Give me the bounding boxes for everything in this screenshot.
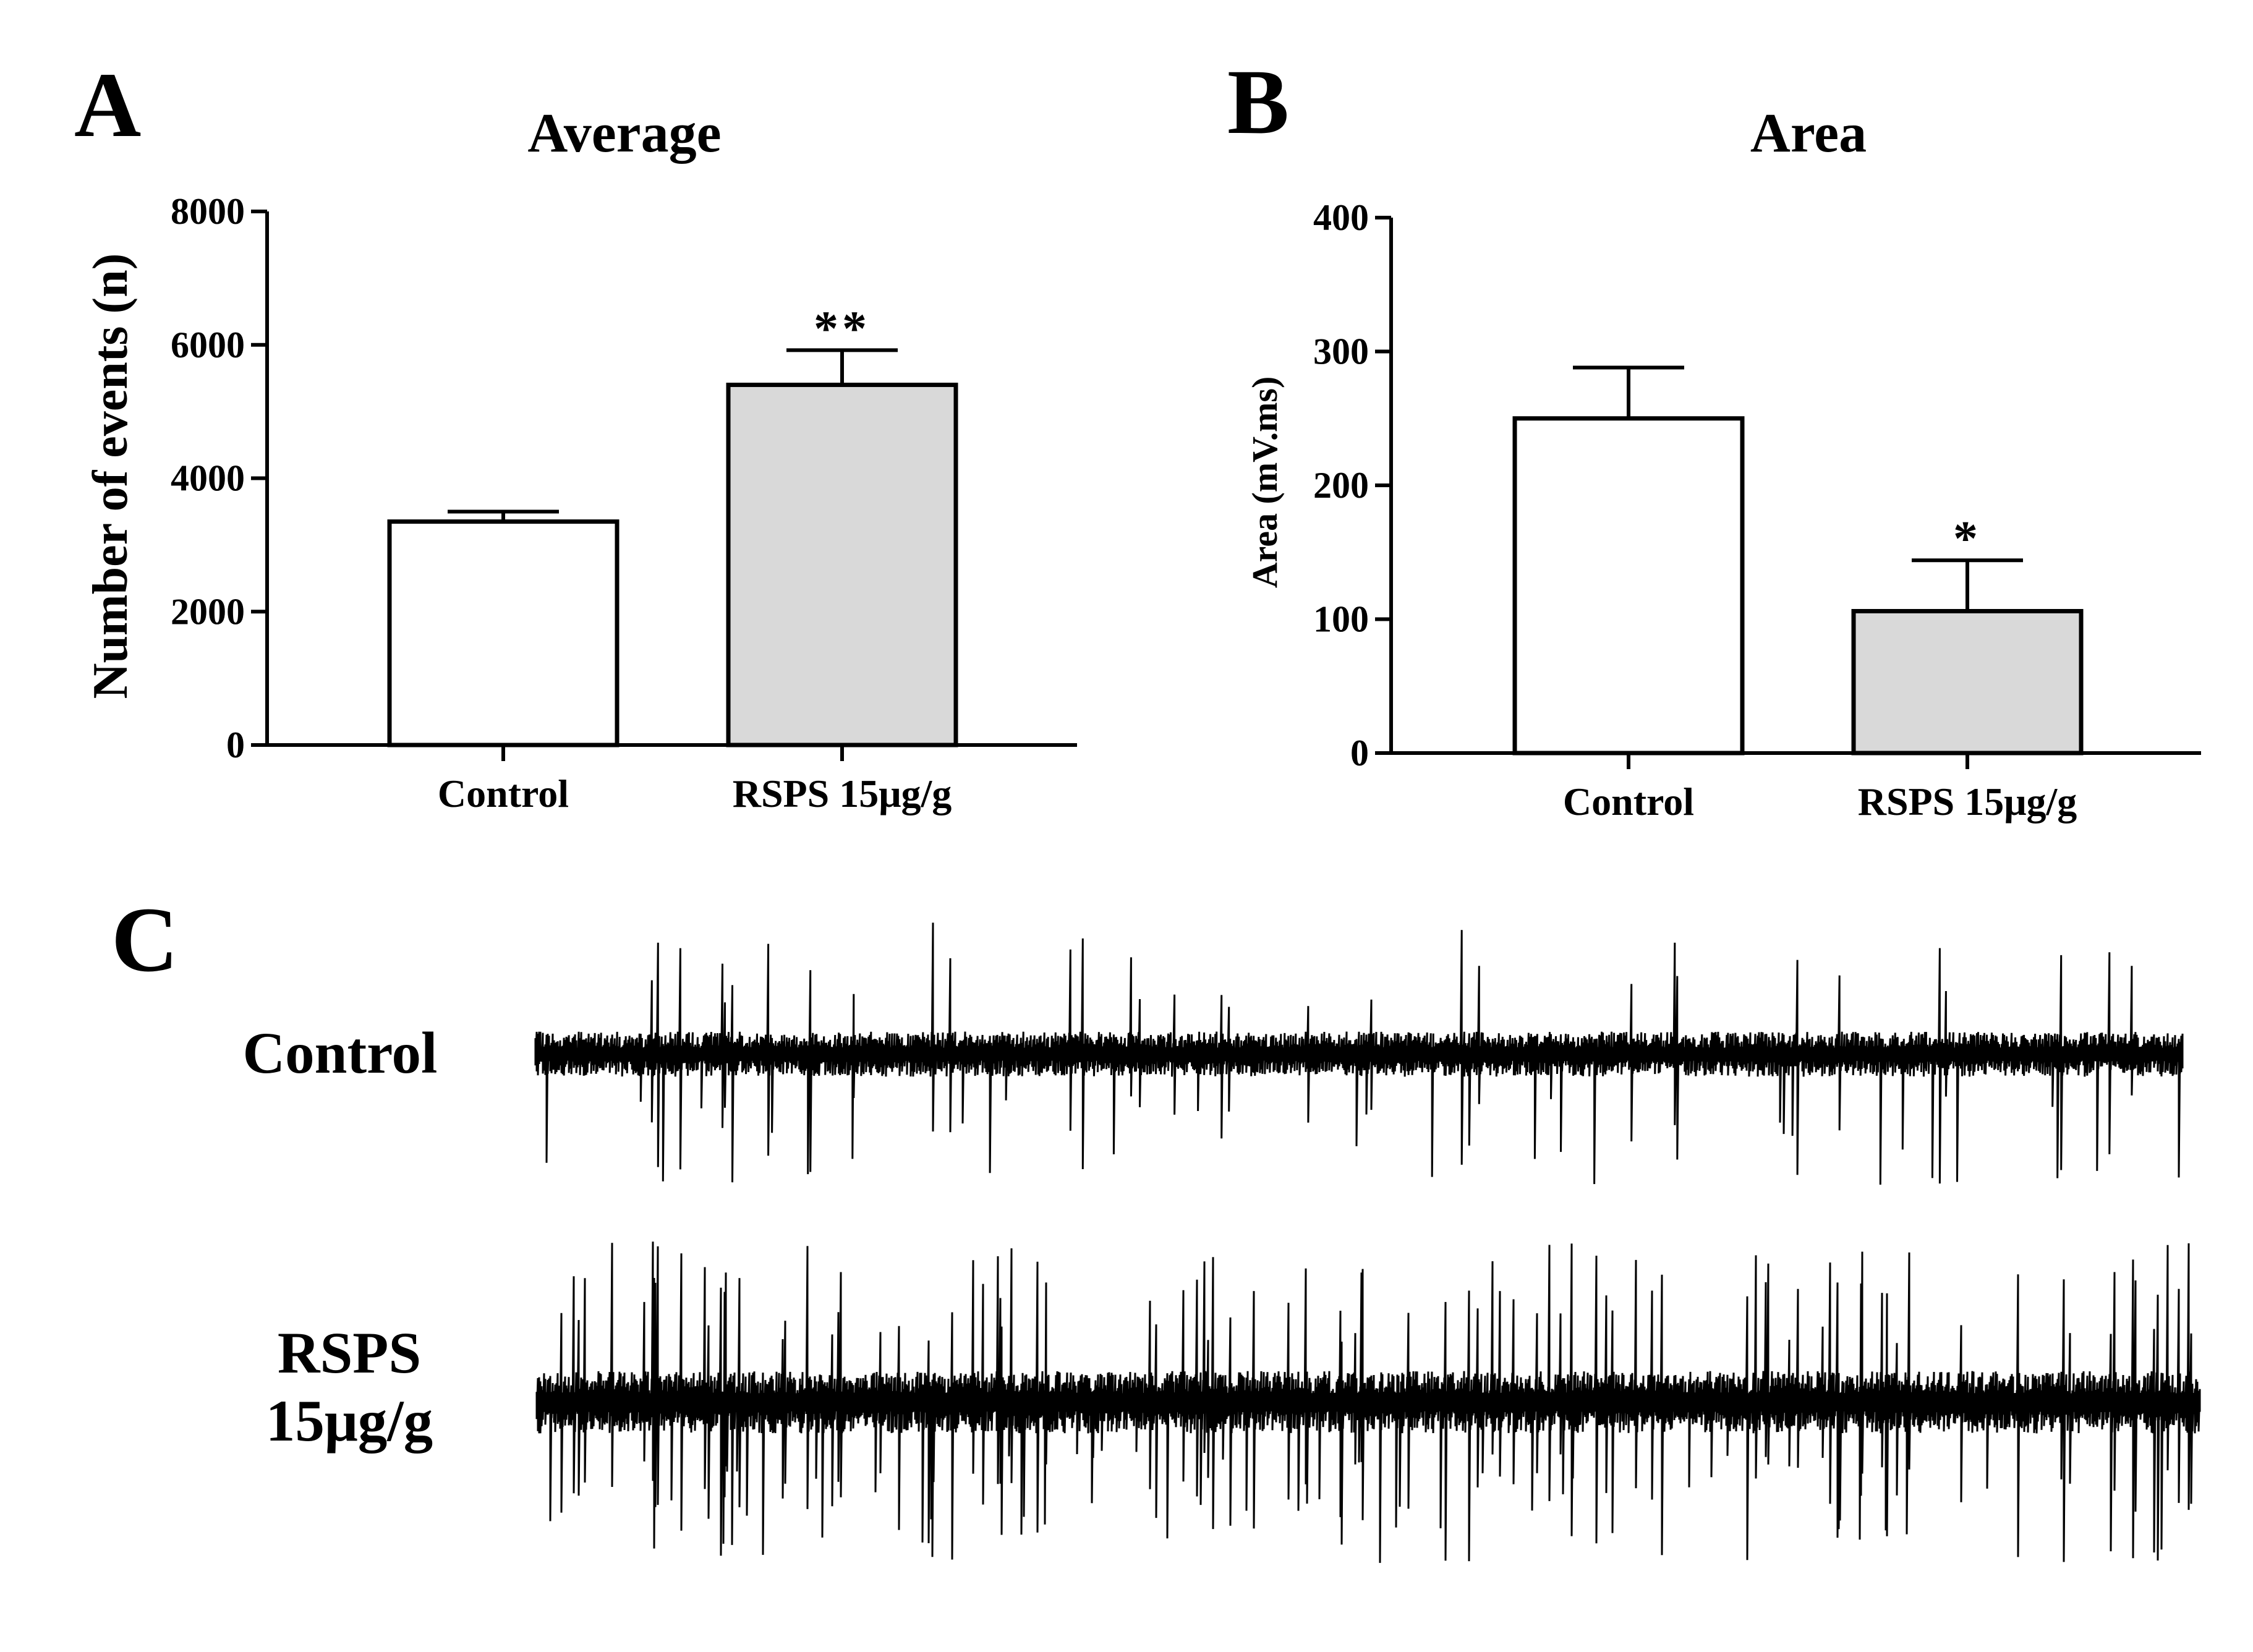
x-tick-label: Control xyxy=(1563,780,1694,824)
plot-area: 0 100 200 300 400 Control RSPS 15μg/g * xyxy=(1313,197,2201,824)
trace-control xyxy=(534,922,2184,1185)
y-tick-label: 4000 xyxy=(171,458,245,499)
panel-b: B Area Area (mV.ms) 0 100 200 300 400 Control… xyxy=(1227,51,2201,824)
bar xyxy=(1851,609,2084,756)
y-tick-label: 8000 xyxy=(171,191,245,232)
plot-area: 0 2000 4000 6000 8000 Control RSPS 15μg/g ** xyxy=(171,191,1077,815)
significance-label: ** xyxy=(814,302,871,356)
y-axis-label: Area (mV.ms) xyxy=(1245,377,1285,589)
x-tick-label: RSPS 15μg/g xyxy=(1858,780,2077,824)
trace-label-dose: 15μg/g xyxy=(266,1388,433,1454)
y-tick-label: 0 xyxy=(226,725,245,765)
chart-title: Average xyxy=(527,103,721,164)
chart-title: Area xyxy=(1750,103,1867,164)
y-tick-label: 100 xyxy=(1313,599,1369,640)
bar xyxy=(726,382,958,747)
y-axis-label: Number of events (n) xyxy=(83,253,138,699)
panel-letter-a: A xyxy=(74,54,141,156)
trace-label-rsps: RSPS xyxy=(278,1320,421,1386)
y-tick-label: 6000 xyxy=(171,325,245,365)
panel-letter-b: B xyxy=(1227,51,1289,153)
bar xyxy=(387,519,620,747)
trace-rsps xyxy=(535,1241,2201,1563)
y-tick-label: 400 xyxy=(1313,197,1369,238)
x-tick-label: Control xyxy=(438,772,569,815)
bar xyxy=(1512,416,1745,756)
significance-label: * xyxy=(1953,512,1982,566)
y-tick-label: 300 xyxy=(1313,331,1369,372)
panel-a: A Average Number of events (n) 0 2000 4000… xyxy=(74,54,1077,815)
panel-letter-c: C xyxy=(111,888,178,991)
panel-c: C Control RSPS 15μg/g xyxy=(111,888,2201,1563)
y-tick-label: 2000 xyxy=(171,591,245,632)
trace-label-control: Control xyxy=(243,1020,438,1086)
y-tick-label: 200 xyxy=(1313,465,1369,506)
x-tick-label: RSPS 15μg/g xyxy=(733,772,952,815)
y-tick-label: 0 xyxy=(1350,733,1369,773)
